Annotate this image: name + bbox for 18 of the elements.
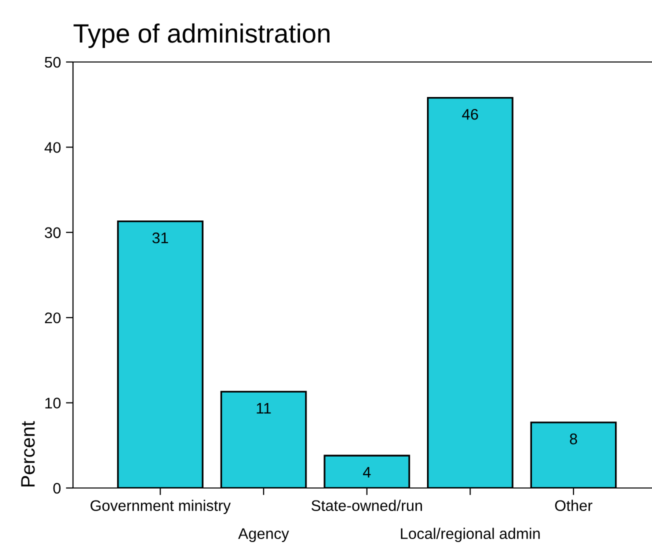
y-tick-label: 20: [44, 312, 61, 324]
x-tick-label: Government ministry: [90, 500, 231, 514]
chart-title: Type of administration: [74, 23, 330, 48]
x-tick-label: Local/regional admin: [400, 528, 540, 542]
y-tick-label: 10: [45, 398, 61, 408]
data-label: 11: [256, 403, 271, 414]
y-tick-label: 30: [44, 227, 61, 238]
data-label: 31: [152, 232, 168, 244]
y-tick-label: 0: [53, 482, 61, 494]
data-label: 46: [462, 108, 478, 120]
x-tick-label: Agency: [238, 528, 290, 542]
data-label: 8: [570, 434, 578, 444]
y-tick-label: 50: [44, 56, 61, 68]
y-axis-title: Percent: [21, 421, 35, 486]
y-tick-label: 40: [44, 142, 61, 153]
x-tick-label: Other: [555, 500, 592, 512]
data-label: 4: [362, 466, 371, 478]
x-tick-label: State-owned/run: [312, 500, 422, 512]
